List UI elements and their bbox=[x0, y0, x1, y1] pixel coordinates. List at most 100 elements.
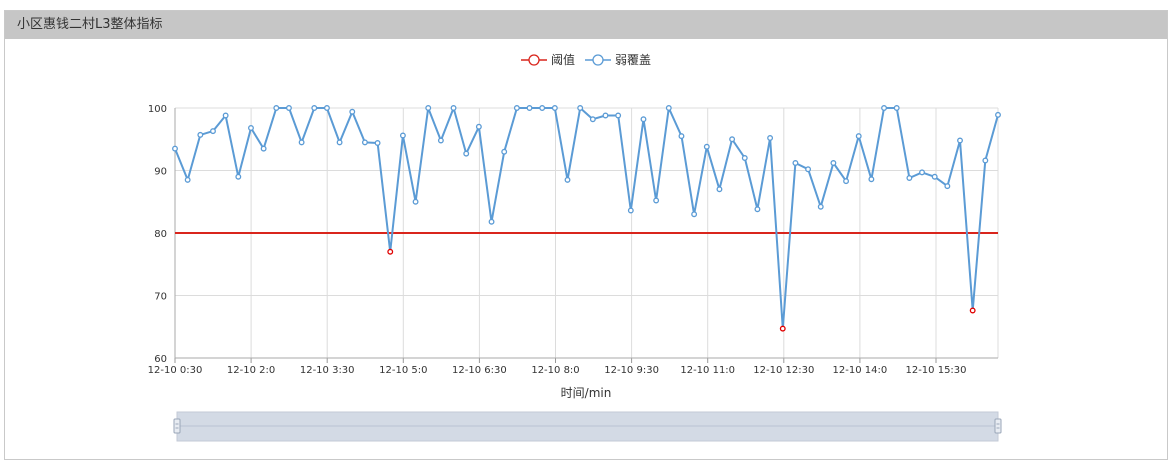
data-point[interactable] bbox=[501, 148, 508, 155]
x-tick-label: 12-10 3:30 bbox=[300, 365, 355, 376]
x-tick-label: 12-10 2:0 bbox=[227, 365, 275, 376]
data-point[interactable] bbox=[640, 116, 647, 123]
data-point[interactable] bbox=[286, 105, 292, 111]
data-point[interactable] bbox=[425, 105, 432, 111]
data-point[interactable] bbox=[805, 166, 812, 173]
data-point[interactable] bbox=[551, 105, 558, 111]
data-point[interactable] bbox=[387, 248, 394, 255]
chart-series bbox=[172, 105, 1001, 332]
x-tick-label: 12-10 11:0 bbox=[680, 365, 735, 376]
data-point[interactable] bbox=[602, 112, 609, 119]
panel-title: 小区惠钱二村L3整体指标 bbox=[5, 11, 1167, 39]
data-point[interactable] bbox=[526, 105, 533, 111]
x-tick-label: 12-10 5:0 bbox=[379, 365, 427, 376]
data-point[interactable] bbox=[995, 111, 1001, 118]
data-point[interactable] bbox=[564, 176, 571, 183]
data-point[interactable] bbox=[906, 175, 913, 181]
data-point[interactable] bbox=[767, 135, 774, 141]
data-point[interactable] bbox=[210, 128, 216, 135]
x-tick-label: 12-10 0:30 bbox=[148, 365, 203, 376]
data-point[interactable] bbox=[627, 207, 634, 214]
data-point[interactable] bbox=[919, 169, 925, 176]
data-point[interactable] bbox=[513, 105, 520, 111]
y-tick-label: 100 bbox=[148, 104, 167, 115]
slider-handle-end[interactable] bbox=[994, 418, 1002, 434]
data-point[interactable] bbox=[893, 105, 900, 111]
data-point[interactable] bbox=[248, 125, 254, 131]
y-tick-label: 80 bbox=[154, 229, 167, 240]
data-point[interactable] bbox=[260, 145, 267, 152]
legend-item[interactable]: 阈值 bbox=[521, 52, 575, 67]
data-point[interactable] bbox=[944, 183, 951, 190]
data-point[interactable] bbox=[349, 108, 356, 115]
data-point[interactable] bbox=[792, 160, 799, 166]
data-point[interactable] bbox=[830, 160, 837, 166]
data-point[interactable] bbox=[222, 112, 229, 119]
data-point[interactable] bbox=[463, 150, 470, 157]
data-point[interactable] bbox=[931, 173, 938, 180]
data-point[interactable] bbox=[957, 137, 963, 144]
data-point[interactable] bbox=[475, 123, 482, 130]
data-point[interactable] bbox=[539, 105, 546, 111]
data-point[interactable] bbox=[716, 186, 723, 193]
legend-marker-icon bbox=[592, 54, 604, 66]
slider-handle-start[interactable] bbox=[173, 418, 181, 434]
weak-coverage-line bbox=[174, 107, 999, 330]
data-point[interactable] bbox=[374, 140, 381, 146]
data-point[interactable] bbox=[589, 116, 596, 123]
data-point[interactable] bbox=[323, 105, 330, 111]
data-point[interactable] bbox=[691, 211, 698, 218]
x-axis-label: 时间/min bbox=[561, 386, 612, 400]
data-point[interactable] bbox=[881, 105, 887, 111]
data-point[interactable] bbox=[741, 155, 748, 161]
x-tick-label: 12-10 9:30 bbox=[604, 365, 659, 376]
data-point[interactable] bbox=[868, 176, 875, 183]
data-point[interactable] bbox=[399, 132, 406, 139]
data-point[interactable] bbox=[615, 112, 622, 119]
data-point[interactable] bbox=[311, 105, 318, 111]
data-point[interactable] bbox=[577, 105, 584, 111]
data-point[interactable] bbox=[678, 133, 685, 140]
data-point[interactable] bbox=[298, 139, 305, 146]
data-point[interactable] bbox=[855, 133, 862, 140]
data-point[interactable] bbox=[843, 178, 850, 185]
data-point[interactable] bbox=[488, 218, 495, 225]
data-point[interactable] bbox=[729, 136, 736, 143]
data-point[interactable] bbox=[437, 137, 444, 144]
data-point[interactable] bbox=[184, 176, 191, 183]
data-point[interactable] bbox=[235, 173, 242, 180]
data-point[interactable] bbox=[817, 203, 824, 210]
handle-grip-icon bbox=[173, 418, 181, 434]
data-point[interactable] bbox=[412, 198, 419, 205]
data-point[interactable] bbox=[361, 139, 368, 146]
data-point[interactable] bbox=[754, 206, 761, 213]
data-point[interactable] bbox=[273, 105, 280, 111]
data-point[interactable] bbox=[336, 139, 343, 146]
legend-marker-icon bbox=[528, 54, 540, 66]
data-point[interactable] bbox=[969, 307, 976, 314]
chart-axes: 60 70 80 90 100 12-10 0:30 12-10 2:0 12-10 3:30… bbox=[148, 104, 998, 376]
x-tick-label: 12-10 12:30 bbox=[753, 365, 814, 376]
y-tick-label: 70 bbox=[154, 292, 167, 303]
legend-item[interactable]: 弱覆盖 bbox=[585, 53, 651, 67]
data-point[interactable] bbox=[703, 143, 710, 150]
legend-label: 阈值 bbox=[551, 52, 575, 67]
zoom-slider[interactable] bbox=[173, 411, 1002, 442]
x-tick-label: 12-10 6:30 bbox=[452, 365, 507, 376]
data-point[interactable] bbox=[982, 157, 989, 164]
chart-panel: 小区惠钱二村L3整体指标 bbox=[4, 10, 1168, 460]
data-point[interactable] bbox=[779, 325, 786, 332]
data-point[interactable] bbox=[197, 131, 204, 138]
data-point[interactable] bbox=[172, 145, 178, 152]
x-tick-label: 12-10 8:0 bbox=[531, 365, 579, 376]
data-point[interactable] bbox=[450, 105, 457, 111]
data-point[interactable] bbox=[665, 105, 672, 111]
x-tick-label: 12-10 14:0 bbox=[833, 365, 888, 376]
y-tick-label: 90 bbox=[154, 167, 167, 178]
legend-label: 弱覆盖 bbox=[615, 53, 651, 67]
chart-legend[interactable]: 阈值 弱覆盖 bbox=[521, 52, 651, 67]
x-tick-label: 12-10 15:30 bbox=[905, 365, 966, 376]
handle-grip-icon bbox=[994, 418, 1002, 434]
data-point[interactable] bbox=[653, 197, 660, 204]
